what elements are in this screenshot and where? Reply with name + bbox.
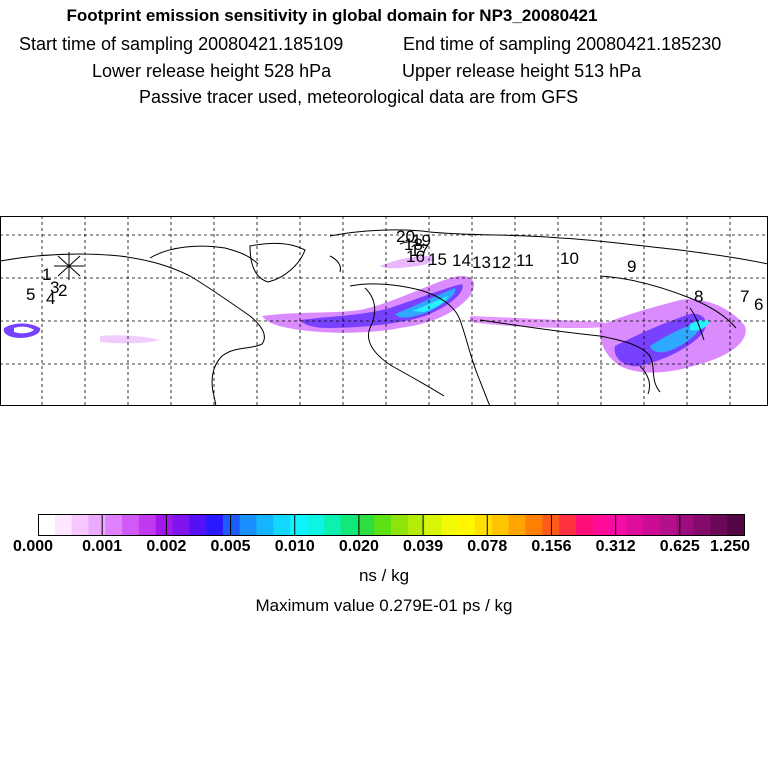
- colorbar-tick-label: 0.002: [146, 538, 187, 555]
- lower-release-label: Lower release height 528 hPa: [92, 61, 332, 81]
- trajectory-labels: 1 2 3 4 5 6 7 8 9 10 11 12 13 14 15 16 1…: [26, 227, 763, 314]
- colorbar-cell: [374, 515, 392, 536]
- colorbar-cell: [676, 515, 694, 536]
- maximum-value-note: Maximum value 0.279E-01 ps / kg: [255, 596, 513, 615]
- point-label-15: 15: [428, 250, 447, 269]
- colorbar-cell: [306, 515, 325, 536]
- colorbar-cell: [239, 515, 257, 536]
- colorbar-cell: [407, 515, 426, 536]
- point-label-6: 6: [754, 295, 763, 314]
- colorbar-cell: [626, 515, 644, 536]
- point-label-7: 7: [740, 287, 749, 306]
- colorbar-tick-label: 0.005: [210, 538, 251, 555]
- point-label-9: 9: [627, 257, 636, 276]
- tracer-note: Passive tracer used, meteorological data…: [139, 87, 579, 107]
- colorbar-cell: [609, 515, 627, 536]
- colorbar-cell: [508, 515, 526, 536]
- colorbar-cell: [172, 515, 190, 536]
- colorbar-cell: [643, 515, 661, 536]
- point-label-1: 1: [42, 265, 51, 284]
- point-label-19: 19: [412, 231, 431, 250]
- colorbar-cell: [458, 515, 476, 536]
- colorbar-cell: [424, 515, 442, 536]
- point-label-11: 11: [516, 251, 534, 270]
- colorbar-cell: [693, 515, 711, 536]
- colorbar-cell: [323, 515, 341, 536]
- point-label-5: 5: [26, 285, 35, 304]
- colorbar-cell: [189, 515, 207, 536]
- end-time-label: End time of sampling 20080421.185230: [403, 34, 722, 54]
- colorbar-cell: [491, 515, 510, 536]
- colorbar-cell: [340, 515, 358, 536]
- sensitivity-plume: [3, 256, 746, 373]
- point-label-10: 10: [560, 249, 579, 268]
- colorbar-cell: [391, 515, 409, 536]
- colorbar-tick-label: 0.625: [659, 538, 700, 555]
- map-title: Footprint emission sensitivity in global…: [66, 6, 598, 25]
- colorbar-cell: [105, 515, 123, 536]
- upper-release-label: Upper release height 513 hPa: [402, 61, 642, 81]
- colorbar-cell: [659, 515, 678, 536]
- colorbar-tick-label: 0.039: [403, 538, 444, 555]
- colorbar-tick-label: 0.078: [467, 538, 508, 555]
- colorbar-tick-label: 0.001: [82, 538, 123, 555]
- start-time-label: Start time of sampling 20080421.185109: [19, 34, 344, 54]
- point-label-13: 13: [472, 253, 491, 272]
- colorbar-cell: [710, 515, 728, 536]
- point-label-14: 14: [452, 251, 471, 270]
- colorbar-units: ns / kg: [358, 566, 410, 585]
- colorbar-cell: [441, 515, 459, 536]
- colorbar-cell: [71, 515, 89, 536]
- colorbar-cell: [290, 515, 308, 536]
- point-label-4: 4: [46, 289, 55, 308]
- colorbar-tick-label: 0.156: [531, 538, 572, 555]
- colorbar-cell: [575, 515, 594, 536]
- colorbar-cell: [138, 515, 157, 536]
- colorbar-cell: [122, 515, 140, 536]
- point-label-17: 17: [410, 241, 429, 260]
- point-label-8: 8: [694, 287, 703, 306]
- world-map: 1 2 3 4 5 6 7 8 9 10 11 12 13 14 15 16 1…: [0, 216, 768, 406]
- colorbar-tick-label: 0.000: [12, 538, 54, 555]
- colorbar-cell: [222, 515, 241, 536]
- colorbar-cell: [357, 515, 375, 536]
- colorbar-cell: [256, 515, 274, 536]
- colorbar-frame: [38, 514, 745, 536]
- colorbar-tick-label: 0.020: [338, 538, 379, 555]
- point-label-3: 3: [50, 278, 59, 297]
- colorbar-cell: [273, 515, 291, 536]
- colorbar: [38, 514, 745, 536]
- coastlines: [0, 229, 768, 406]
- point-label-18: 18: [404, 235, 423, 254]
- colorbar-cell: [88, 515, 106, 536]
- colorbar-tick-label: 1.250: [709, 538, 751, 555]
- point-label-2: 2: [58, 281, 67, 300]
- release-site-marker: [54, 252, 84, 280]
- colorbar-cell: [592, 515, 610, 536]
- colorbar-tick-label: 0.312: [595, 538, 636, 555]
- colorbar-cell: [206, 515, 224, 536]
- graticule: [0, 216, 768, 406]
- colorbar-cell: [475, 515, 493, 536]
- point-label-20: 20: [396, 227, 415, 246]
- colorbar-cell: [542, 515, 560, 536]
- colorbar-tick-label: 0.010: [274, 538, 315, 555]
- colorbar-cell: [727, 515, 745, 536]
- point-label-16: 16: [406, 247, 425, 266]
- colorbar-cell: [525, 515, 543, 536]
- colorbar-cell: [38, 515, 56, 536]
- colorbar-cell: [559, 515, 577, 536]
- colorbar-cell: [54, 515, 73, 536]
- colorbar-cell: [155, 515, 173, 536]
- point-label-12: 12: [492, 253, 511, 272]
